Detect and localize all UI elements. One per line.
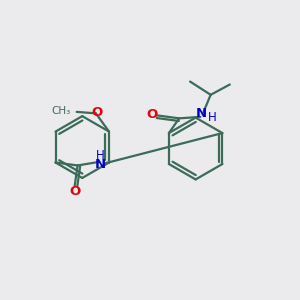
- Text: N: N: [196, 107, 207, 120]
- Text: O: O: [69, 185, 80, 198]
- Text: H: H: [96, 149, 104, 162]
- Text: O: O: [146, 108, 158, 121]
- Text: O: O: [91, 106, 102, 119]
- Text: H: H: [208, 111, 217, 124]
- Text: CH₃: CH₃: [51, 106, 70, 116]
- Text: N: N: [94, 158, 106, 171]
